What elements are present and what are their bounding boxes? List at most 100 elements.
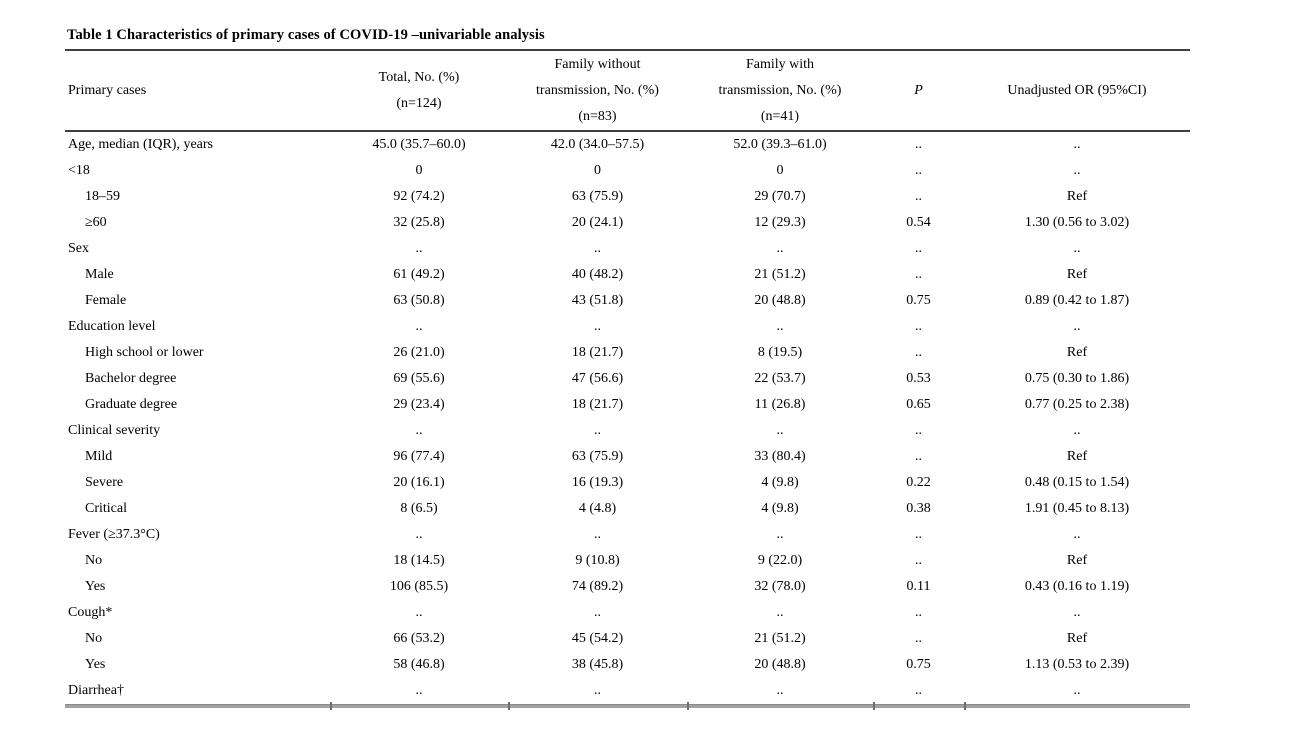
row-label-cell: Diarrhea† xyxy=(68,683,124,698)
table-row: Cough*.......... xyxy=(65,600,1190,626)
data-cell: 74 (89.2) xyxy=(571,579,624,594)
data-cell: 47 (56.6) xyxy=(571,371,624,386)
table-row: Graduate degree 29 (23.4) 18 (21.7) 11 (26.… xyxy=(65,392,1190,418)
data-cell: 21 (51.2) xyxy=(754,631,806,646)
data-cell: .. xyxy=(776,319,784,334)
row-label-cell: No xyxy=(85,631,103,646)
data-cell: Ref xyxy=(1066,345,1088,360)
data-cell: .. xyxy=(415,319,423,334)
header-row: Primary cases Total, No. (%) (n=124) Family… xyxy=(65,50,1190,131)
data-cell: 0 xyxy=(776,163,784,178)
column-border-tick xyxy=(964,702,966,710)
header-cell-p-value: P xyxy=(873,50,964,131)
row-label-cell: Male xyxy=(85,267,114,282)
table-row: <18 0 0 0.... xyxy=(65,158,1190,184)
data-cell: 0.22 xyxy=(906,475,931,490)
row-label-cell: Severe xyxy=(85,475,124,490)
data-cell: 33 (80.4) xyxy=(754,449,806,464)
row-label-cell: Sex xyxy=(68,241,89,256)
data-cell: .. xyxy=(594,241,601,256)
data-cell: 0.75 (0.30 to 1.86) xyxy=(1024,371,1130,386)
data-cell: .. xyxy=(415,423,423,438)
row-label-cell: Yes xyxy=(85,579,106,594)
data-cell: 1.91 (0.45 to 8.13) xyxy=(1024,501,1130,516)
row-label-cell: Cough* xyxy=(68,605,113,620)
table-body: Age, median (IQR), years 45.0 (35.7–60.0)… xyxy=(65,131,1190,704)
data-cell: .. xyxy=(915,241,922,256)
data-cell: .. xyxy=(594,683,601,698)
data-cell: 63 (50.8) xyxy=(393,293,445,308)
column-border-tick xyxy=(330,702,332,710)
data-cell: .. xyxy=(415,241,423,256)
data-cell: 22 (53.7) xyxy=(754,371,806,386)
header-line: (n=83) xyxy=(578,108,617,124)
data-cell: 0.53 xyxy=(906,371,931,386)
data-cell: 4 (4.8) xyxy=(578,501,617,516)
data-cell: 18 (14.5) xyxy=(393,553,445,568)
table-row: Bachelor degree 69 (55.6) 47 (56.6) 22 (53.… xyxy=(65,366,1190,392)
data-cell: 0.89 (0.42 to 1.87) xyxy=(1024,293,1130,308)
data-cell: .. xyxy=(915,163,922,178)
data-cell: 8 (19.5) xyxy=(757,345,803,360)
row-label-cell: Female xyxy=(85,293,127,308)
row-label-cell: Age, median (IQR), years xyxy=(68,137,214,152)
data-cell: 0.65 xyxy=(906,397,931,412)
data-cell: 9 (10.8) xyxy=(575,553,620,568)
data-cell: .. xyxy=(1073,605,1081,620)
header-line: (n=124) xyxy=(396,95,442,111)
data-cell: .. xyxy=(915,449,922,464)
data-cell: Ref xyxy=(1066,189,1088,204)
data-cell: .. xyxy=(415,683,423,698)
data-cell: .. xyxy=(1073,527,1081,542)
table-row: Yes 58 (46.8) 38 (45.8) 20 (48.8) 0.75 1.13 (… xyxy=(65,652,1190,678)
data-cell: 18 (21.7) xyxy=(571,397,624,412)
table-row: Severe 20 (16.1) 16 (19.3) 4 (9.8) 0.22 0.48 … xyxy=(65,470,1190,496)
column-border-tick xyxy=(687,702,689,710)
data-cell: 4 (9.8) xyxy=(761,501,799,516)
header-line: (n=41) xyxy=(760,108,800,124)
data-cell: 8 (6.5) xyxy=(400,501,438,516)
header-cell-unadjusted-or: Unadjusted OR (95%CI) xyxy=(964,50,1190,131)
data-cell: 0 xyxy=(415,163,423,178)
data-cell: 92 (74.2) xyxy=(393,189,445,204)
data-cell: 0.77 (0.25 to 2.38) xyxy=(1024,397,1130,412)
row-label-cell: High school or lower xyxy=(85,345,204,360)
data-cell: 106 (85.5) xyxy=(389,579,449,594)
data-cell: .. xyxy=(915,631,922,646)
data-cell: .. xyxy=(776,527,784,542)
table-title: Table 1 Characteristics of primary cases… xyxy=(67,27,545,43)
table-row: Age, median (IQR), years 45.0 (35.7–60.0)… xyxy=(65,131,1190,158)
row-label-cell: Clinical severity xyxy=(68,423,161,438)
table-row: Female 63 (50.8) 43 (51.8) 20 (48.8) 0.75 0.8… xyxy=(65,288,1190,314)
table-row: Critical 8 (6.5) 4 (4.8) 4 (9.8) 0.38 1.91 (0… xyxy=(65,496,1190,522)
data-cell: 20 (48.8) xyxy=(754,293,806,308)
data-cell: 52.0 (39.3–61.0) xyxy=(733,137,827,152)
data-cell: 20 (16.1) xyxy=(393,475,445,490)
table-row: 18–59 92 (74.2) 63 (75.9) 29 (70.7).. Ref xyxy=(65,184,1190,210)
table-row: Diarrhea†.......... xyxy=(65,678,1190,704)
data-cell: 12 (29.3) xyxy=(754,215,806,230)
data-cell: .. xyxy=(915,189,922,204)
data-cell: 42.0 (34.0–57.5) xyxy=(550,137,645,152)
data-cell: 1.13 (0.53 to 2.39) xyxy=(1024,657,1130,672)
data-cell: 20 (24.1) xyxy=(571,215,624,230)
data-cell: .. xyxy=(915,137,922,152)
data-cell: 66 (53.2) xyxy=(393,631,445,646)
table-row: Clinical severity.......... xyxy=(65,418,1190,444)
data-cell: .. xyxy=(1073,319,1081,334)
table-header: Primary cases Total, No. (%) (n=124) Family… xyxy=(65,50,1190,131)
data-cell: .. xyxy=(1073,423,1081,438)
data-cell: .. xyxy=(915,319,922,334)
row-label-cell: Yes xyxy=(85,657,106,672)
table-row: Yes 106 (85.5) 74 (89.2) 32 (78.0) 0.11 0.43 … xyxy=(65,574,1190,600)
data-cell: 9 (22.0) xyxy=(757,553,803,568)
row-label-cell: ≥60 xyxy=(85,215,107,230)
table-row: ≥60 32 (25.8) 20 (24.1) 12 (29.3) 0.54 1.30 (… xyxy=(65,210,1190,236)
data-cell: 0 xyxy=(594,163,601,178)
data-cell: .. xyxy=(776,605,784,620)
data-cell: 69 (55.6) xyxy=(393,371,445,386)
row-label-cell: Critical xyxy=(85,501,127,516)
header-cell-family-without-transmission: Family without transmission, No. (%) (n=83… xyxy=(508,50,687,131)
data-cell: .. xyxy=(776,683,784,698)
